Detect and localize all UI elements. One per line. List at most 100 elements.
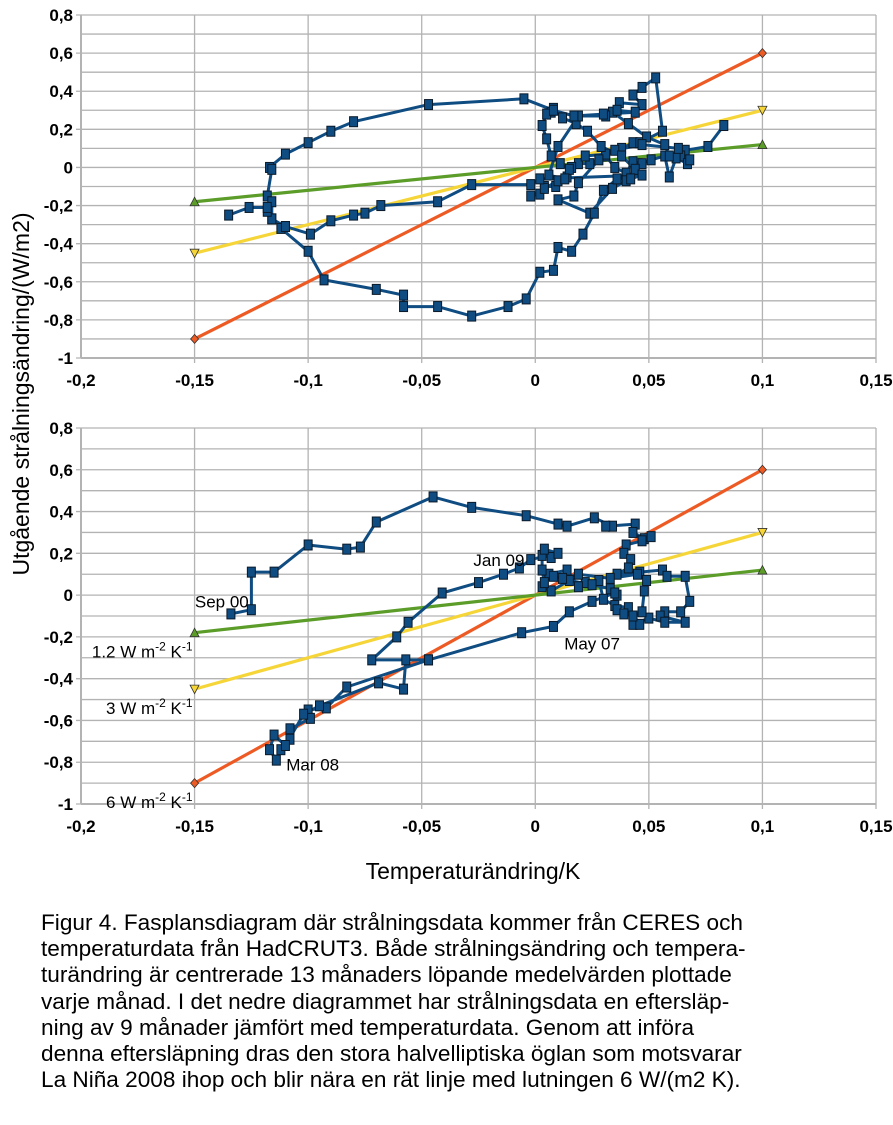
data-point — [280, 148, 290, 160]
data-point — [608, 182, 618, 194]
data-point — [601, 520, 611, 532]
data-point — [262, 201, 272, 213]
data-point — [303, 539, 313, 551]
data-point — [526, 179, 536, 191]
x-tick-label: 0 — [531, 817, 540, 836]
reference-line-marker — [757, 528, 768, 538]
data-point — [224, 209, 234, 221]
data-point — [548, 104, 558, 116]
data-point — [342, 543, 352, 555]
data-point — [267, 213, 277, 225]
data-point — [680, 570, 690, 582]
data-point — [585, 158, 595, 170]
chart-top: -0,2 -0,15 -0,1 -0,05 0 0,05 0,1 0,15 0,8 0,6 0,4 0… — [44, 6, 893, 390]
data-point — [376, 200, 386, 212]
y-tick-label: -0,2 — [44, 197, 73, 216]
data-point — [610, 161, 620, 173]
x-tick-label: -0,15 — [175, 371, 214, 390]
y-tick-label: -1 — [58, 795, 73, 814]
y-tick-label: 0 — [64, 158, 73, 177]
data-point — [558, 572, 568, 584]
data-point — [246, 604, 256, 616]
label-superscript: -1 — [182, 640, 193, 654]
data-point — [589, 512, 599, 524]
y-axis-title: Utgående strålningsändring/(W/m2) — [8, 212, 34, 575]
figure: -0,2 -0,15 -0,1 -0,05 0 0,05 0,1 0,15 0,8 0,6 0,4 0… — [8, 6, 893, 884]
data-point — [646, 154, 656, 166]
data-point — [619, 547, 629, 559]
data-point — [303, 245, 313, 257]
data-point — [267, 163, 277, 175]
data-point — [548, 570, 558, 582]
data-point — [610, 144, 620, 156]
data-point — [639, 585, 649, 597]
x-tick-label: -0,05 — [402, 371, 441, 390]
data-point — [610, 587, 620, 599]
label-text: 6 W m — [106, 793, 155, 812]
reference-line-path — [193, 468, 764, 785]
data-point — [269, 566, 279, 578]
x-tick-label: 0,15 — [859, 371, 892, 390]
data-series — [224, 72, 729, 322]
caption-line: varje månad. I det nedre diagrammet har … — [41, 988, 730, 1014]
data-point — [537, 564, 547, 576]
data-point — [517, 627, 527, 639]
data-point — [519, 93, 529, 105]
reference-line-marker — [757, 464, 767, 475]
label-text: K — [166, 793, 183, 812]
data-point — [589, 207, 599, 219]
data-point — [553, 518, 563, 530]
reference-line-marker — [189, 627, 200, 638]
reference-line-marker — [757, 48, 767, 59]
data-point — [246, 566, 256, 578]
data-point — [374, 677, 384, 689]
data-point — [657, 125, 667, 137]
data-point — [637, 99, 647, 111]
data-point — [546, 150, 556, 162]
data-point — [630, 163, 640, 175]
y-tick-label: 0 — [64, 586, 73, 605]
data-point — [544, 169, 554, 181]
reference-line-marker — [757, 564, 768, 575]
y-tick-label: 0,8 — [49, 6, 73, 25]
data-point — [498, 568, 508, 580]
y-tick-label: 0,2 — [49, 120, 73, 139]
x-tick-label: 0,1 — [751, 371, 775, 390]
data-point — [474, 577, 483, 589]
data-point — [651, 72, 661, 84]
data-point — [244, 201, 254, 213]
data-point — [626, 173, 636, 185]
data-point — [564, 606, 574, 618]
data-point — [637, 139, 647, 151]
data-point — [521, 510, 531, 522]
reference-line-marker — [189, 684, 200, 695]
data-point — [299, 708, 309, 720]
label-superscript: -2 — [155, 790, 166, 804]
data-point — [542, 133, 552, 145]
reference-line-marker — [190, 333, 200, 345]
data-point — [560, 173, 570, 185]
y-tick-label: -0,6 — [44, 273, 73, 292]
reference-line-marker — [757, 105, 768, 116]
data-point — [437, 587, 447, 599]
x-tick-label: 0,1 — [751, 817, 775, 836]
data-point — [265, 744, 275, 756]
data-point — [399, 301, 409, 313]
x-axis-title: Temperaturändring/K — [366, 858, 581, 884]
reference-line-label: 1.2 W m-2 K-1 — [92, 640, 193, 662]
reference-line-label: 6 W m-2 K-1 — [106, 790, 193, 812]
data-point — [392, 631, 402, 643]
x-tick-label: -0,1 — [293, 817, 322, 836]
data-point — [578, 228, 588, 240]
caption-line: temperaturdata från HadCRUT3. Både strål… — [41, 936, 746, 962]
data-point — [271, 754, 281, 766]
data-point — [644, 612, 654, 624]
data-point — [660, 616, 670, 628]
data-point — [503, 301, 513, 313]
data-point — [349, 209, 359, 221]
data-point — [535, 266, 545, 278]
reference-line-marker — [189, 196, 200, 207]
point-annotation: May 07 — [564, 634, 620, 653]
data-point — [573, 177, 583, 189]
data-point — [315, 700, 324, 712]
